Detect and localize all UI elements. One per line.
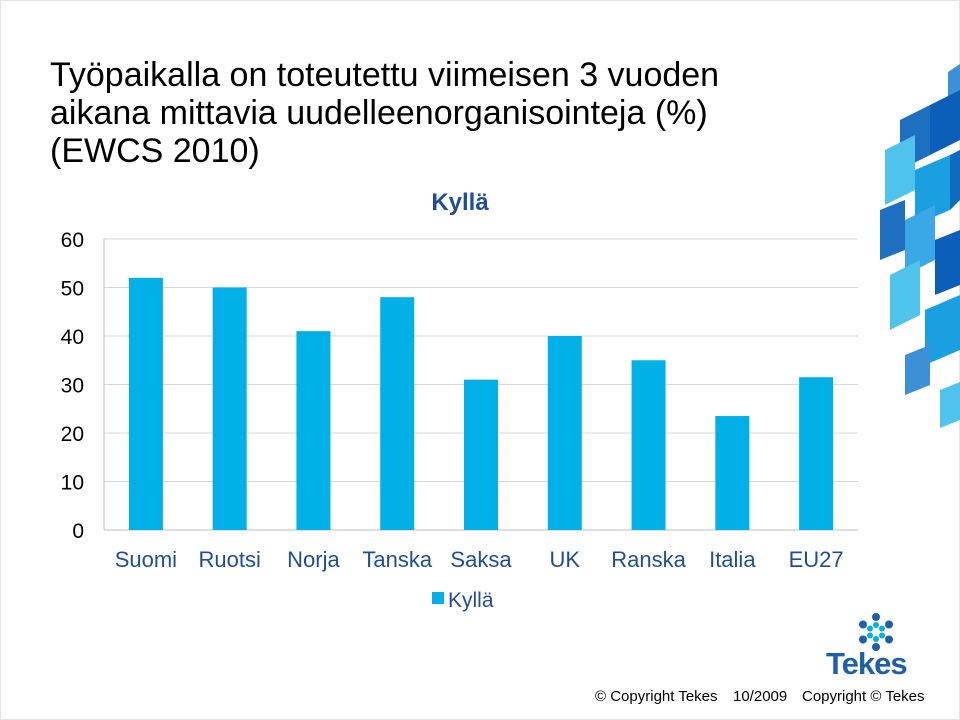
legend-swatch (432, 592, 444, 604)
bar-saksa (464, 379, 498, 530)
tekes-logo-text: Tekes (826, 646, 908, 681)
bar-uk (547, 336, 582, 530)
y-tick-label: 40 (61, 326, 84, 349)
decorative-cubes (880, 64, 960, 428)
y-tick-label: 10 (61, 472, 84, 495)
y-tick-label: 50 (61, 278, 84, 301)
legend-label: Kyllä (448, 589, 494, 612)
x-tick-label: Saksa (450, 547, 512, 572)
slide-title: Työpaikalla on toteutettu viimeisen 3 vu… (50, 56, 850, 170)
footer-copyright-right: Copyright © Tekes (802, 688, 925, 705)
title-line-2: aikana mittavia uudelleenorganisointeja … (50, 94, 708, 132)
bar-italia (715, 416, 750, 530)
x-tick-label: Suomi (115, 547, 177, 572)
footer-copyright-left: © Copyright Tekes (595, 688, 718, 705)
bar-eu27 (799, 377, 834, 530)
bar-tanska (380, 297, 415, 530)
x-tick-label: EU27 (789, 547, 844, 572)
x-tick-label: Ranska (611, 547, 686, 572)
x-tick-label: Tanska (362, 547, 432, 572)
x-tick-label: Ruotsi (198, 547, 260, 572)
x-tick-label: Italia (709, 547, 756, 572)
y-tick-label: 60 (61, 229, 84, 252)
bar-ruotsi (212, 287, 247, 530)
bar-suomi (128, 277, 163, 530)
y-tick-label: 30 (61, 375, 84, 398)
y-tick-label: 0 (72, 520, 84, 543)
footer-date: 10/2009 (733, 688, 788, 705)
chart-title: Kyllä (431, 189, 489, 216)
title-line-3: (EWCS 2010) (50, 132, 260, 170)
title-line-1: Työpaikalla on toteutettu viimeisen 3 vu… (50, 56, 720, 94)
x-tick-label: Norja (287, 547, 340, 572)
tekes-asterisk-logo-icon (859, 613, 893, 651)
y-tick-label: 20 (61, 423, 84, 446)
bar-norja (296, 331, 331, 530)
x-tick-label: UK (549, 547, 580, 572)
bar-ranska (631, 360, 666, 530)
